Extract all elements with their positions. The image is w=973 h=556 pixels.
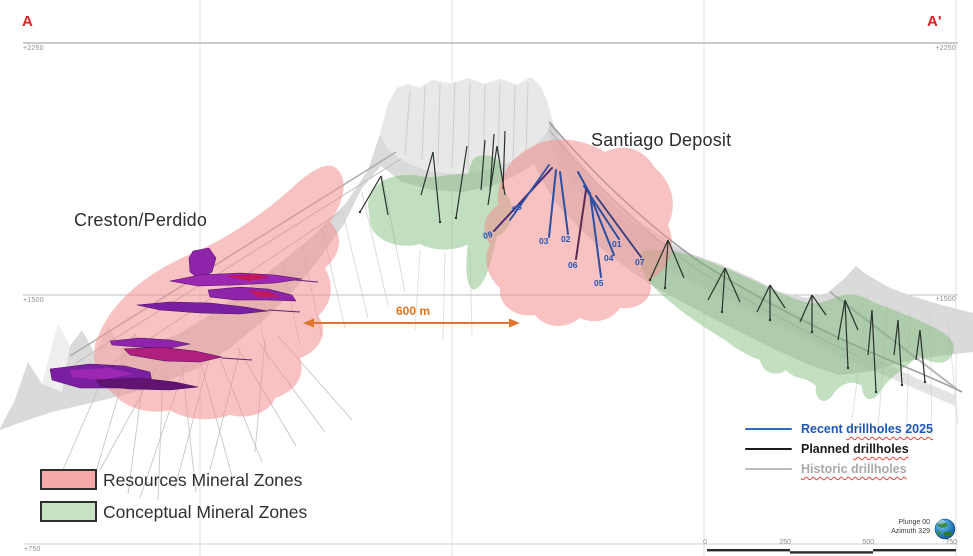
scale-tick-750: 750 (945, 539, 957, 546)
planned-label-prefix: Planned (801, 442, 854, 456)
elevation-2250-right: +2250 (935, 45, 956, 52)
planned-drillholes-label: Planned drillholes (801, 442, 909, 456)
azimuth-label: Azimuth 329 (891, 527, 930, 535)
drillhole-label-07: 07 (635, 257, 645, 267)
recent-drillhole-line-sample (745, 427, 792, 431)
planned-drillholes (358, 130, 927, 394)
section-marker-a-prime: A' (927, 13, 942, 30)
planned-label-underlined: drillholes (853, 442, 909, 456)
elevation-2250-left: +2250 (23, 45, 44, 52)
conceptual-zone-swatch (40, 501, 97, 522)
recent-drillholes-label: Recent drillholes 2025 (801, 422, 933, 436)
elevation-1500-left: +1500 (23, 297, 44, 304)
scale-tick-0: 0 (703, 539, 707, 546)
historic-drillholes-label: Historic drillholes (801, 462, 907, 476)
distance-600m-label: 600 m (395, 304, 431, 318)
drillhole-label-04: 04 (604, 253, 614, 263)
planned-drillhole-line-sample (745, 447, 792, 451)
recent-drillholes (493, 164, 642, 278)
scale-tick-250: 250 (779, 539, 791, 546)
resources-zone-label: Resources Mineral Zones (103, 470, 303, 490)
drillhole-label-03: 03 (539, 236, 549, 246)
legend-historic-drillholes: Historic drillholes (745, 461, 907, 477)
scale-bar (707, 549, 956, 554)
drillhole-label-05: 05 (594, 278, 604, 288)
mineralized-lenses (49, 247, 319, 391)
conceptual-mineral-zones (368, 155, 955, 401)
section-marker-a: A (22, 13, 33, 30)
santiago-deposit-label: Santiago Deposit (591, 130, 732, 150)
distance-arrow (303, 318, 520, 328)
conceptual-zone-label: Conceptual Mineral Zones (103, 502, 308, 522)
recent-label-underlined: drillholes 2025 (846, 422, 934, 436)
historic-drillhole-line-sample (745, 467, 792, 471)
legend-recent-drillholes: Recent drillholes 2025 (745, 421, 933, 437)
drillhole-label-02: 02 (561, 234, 571, 244)
historic-label-underlined: Historic drillholes (801, 462, 907, 476)
elevation-750-left: +750 (24, 546, 41, 553)
resources-zone-swatch (40, 469, 97, 490)
plunge-label: Plunge 00 (898, 519, 930, 526)
drillhole-label-06: 06 (568, 260, 578, 270)
scale-tick-500: 500 (862, 539, 874, 546)
legend-planned-drillholes: Planned drillholes (745, 441, 909, 457)
view-orientation: Plunge 00 Azimuth 329 (858, 519, 930, 536)
drillhole-label-01: 01 (612, 239, 622, 249)
creston-perdido-label: Creston/Perdido (74, 210, 208, 230)
recent-label-prefix: Recent (801, 422, 847, 436)
elevation-1500-right: +1500 (935, 296, 956, 303)
globe-icon (934, 518, 956, 540)
